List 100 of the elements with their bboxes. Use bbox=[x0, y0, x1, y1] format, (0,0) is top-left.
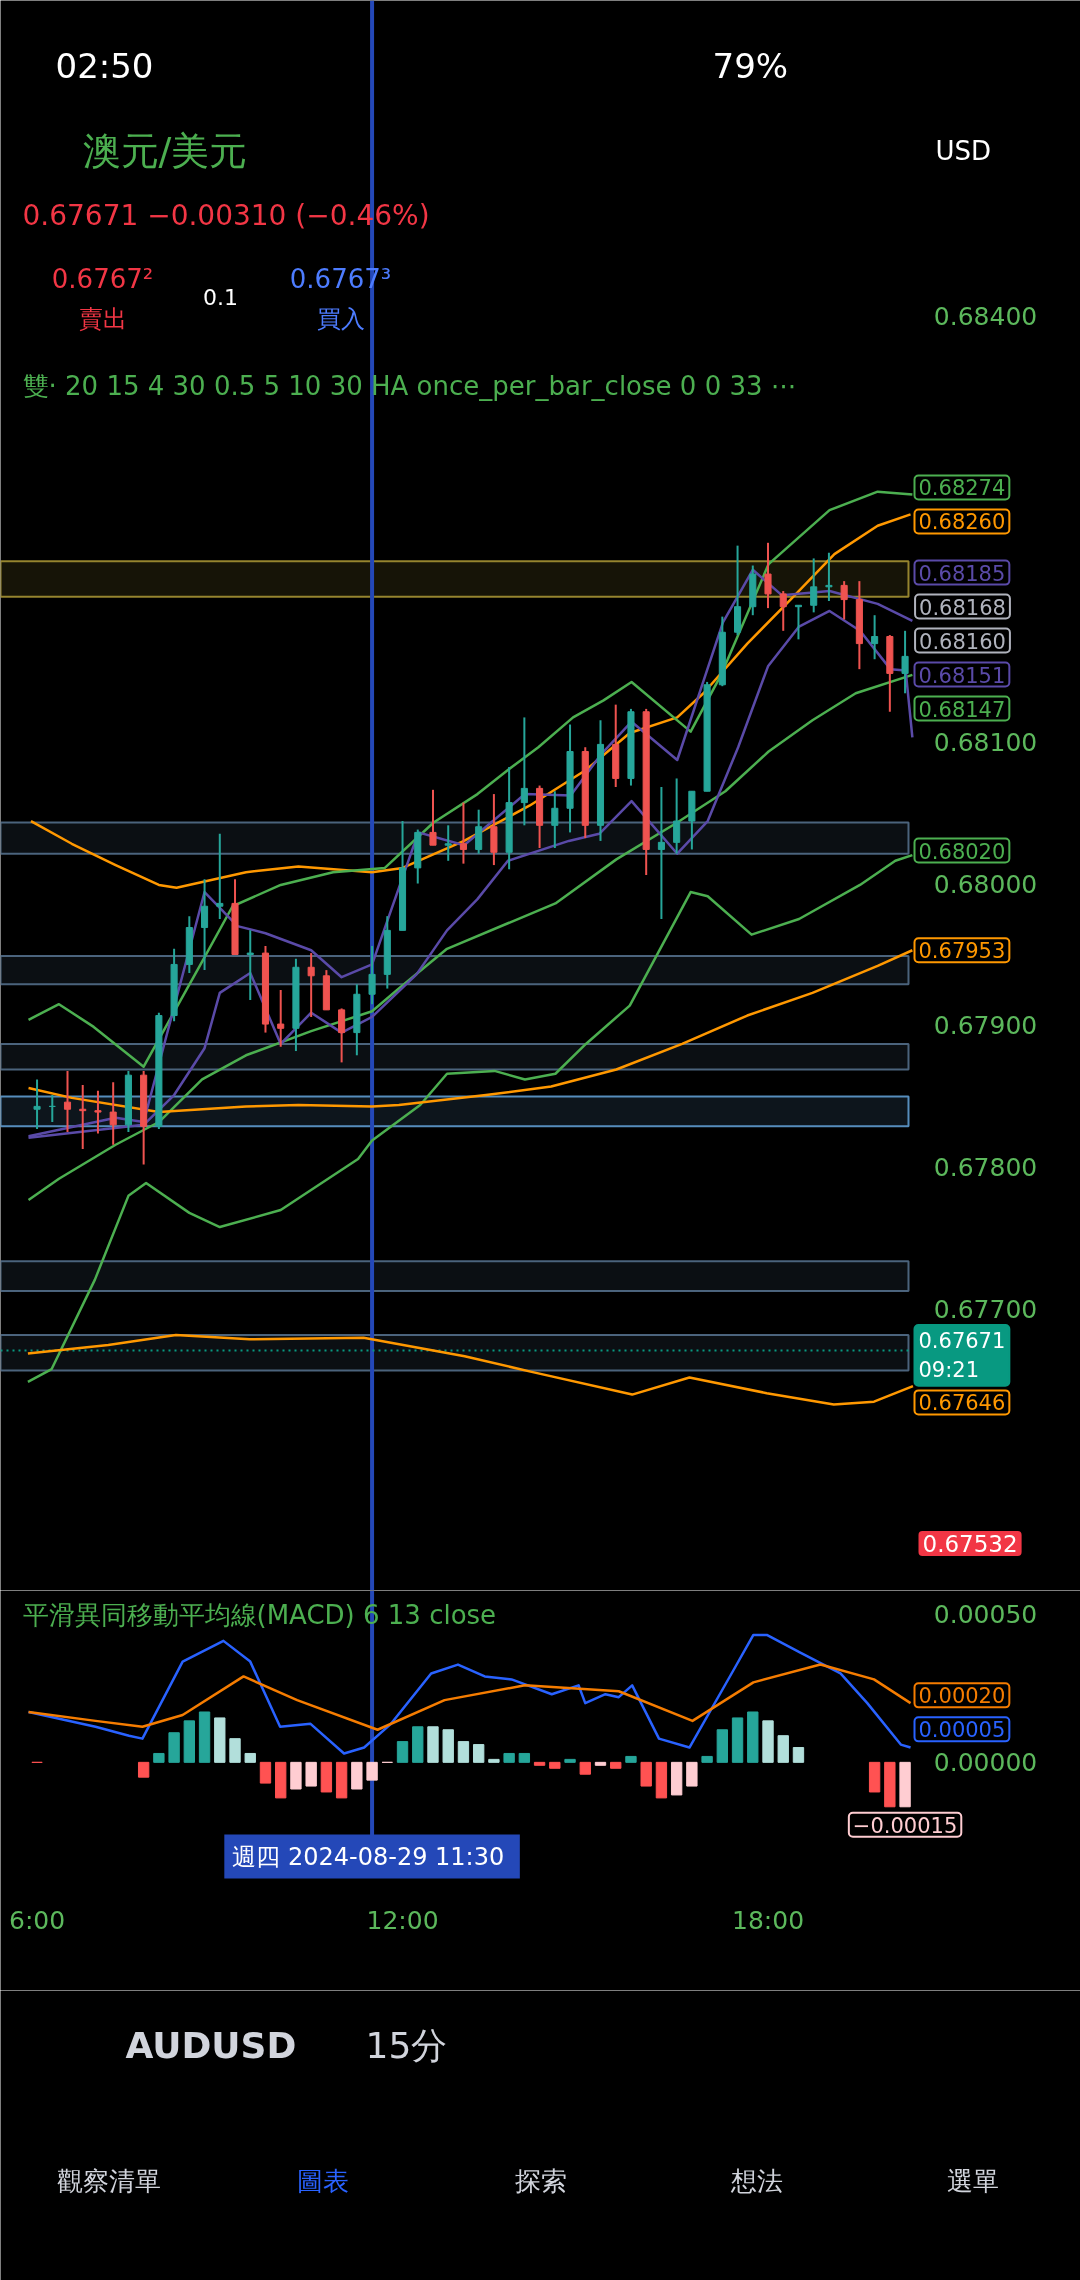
annotation: 賣出 bbox=[78, 304, 127, 333]
candlestick bbox=[475, 808, 483, 855]
bar bbox=[229, 1738, 241, 1763]
candlestick bbox=[201, 878, 209, 972]
bar bbox=[564, 1758, 576, 1763]
data-label: 0.68274 bbox=[918, 476, 1006, 501]
candlestick bbox=[840, 580, 848, 621]
candlestick bbox=[444, 824, 452, 862]
bar bbox=[762, 1720, 774, 1763]
y-tick-label: 0.00050 bbox=[933, 1600, 1038, 1630]
candlestick bbox=[901, 629, 909, 695]
bar bbox=[731, 1717, 744, 1763]
bar bbox=[747, 1711, 759, 1763]
candlestick bbox=[33, 1078, 41, 1131]
annotation: 0.68168 bbox=[919, 595, 1006, 620]
data-label: 0.00020 bbox=[918, 1684, 1006, 1709]
data-label: 0.68020 bbox=[918, 839, 1006, 864]
text: 澳元/美元 bbox=[82, 128, 248, 173]
text: 選單 bbox=[946, 2165, 999, 2196]
y-tick-label: 0.00000 bbox=[933, 1748, 1038, 1778]
y-tick-label: 0.68400 bbox=[933, 301, 1038, 331]
bar bbox=[442, 1729, 454, 1763]
x-tick-label: 12:00 bbox=[366, 1906, 439, 1935]
bar bbox=[259, 1761, 272, 1784]
bar bbox=[488, 1758, 500, 1763]
data-label: 0.68147 bbox=[918, 697, 1006, 722]
x-tick-label: 6:00 bbox=[8, 1906, 66, 1935]
candlestick bbox=[657, 785, 665, 921]
bar bbox=[427, 1726, 439, 1763]
text: 圖表 bbox=[296, 2165, 349, 2196]
annotation: 0.67532 bbox=[922, 1531, 1018, 1557]
text: 觀察清單 bbox=[56, 2165, 161, 2196]
bar bbox=[518, 1752, 531, 1763]
annotation: 0.6767² bbox=[51, 263, 154, 294]
data-label: 0.68151 bbox=[918, 663, 1006, 688]
bar bbox=[335, 1761, 348, 1799]
bar bbox=[366, 1761, 378, 1781]
text: AUDUSD bbox=[125, 2025, 297, 2066]
bar bbox=[594, 1761, 607, 1766]
candlestick bbox=[429, 788, 437, 847]
bar bbox=[214, 1717, 226, 1763]
candlestick bbox=[338, 1007, 346, 1064]
bar bbox=[351, 1761, 363, 1790]
line-series bbox=[27, 1663, 912, 1732]
candlestick bbox=[216, 832, 224, 921]
bar bbox=[625, 1755, 637, 1763]
bar bbox=[899, 1761, 911, 1808]
y-tick-label: 0.67900 bbox=[933, 1011, 1038, 1041]
bar bbox=[792, 1747, 805, 1763]
bar bbox=[640, 1761, 652, 1787]
bar bbox=[305, 1761, 317, 1787]
data-label: 0.00005 bbox=[918, 1718, 1006, 1743]
bar bbox=[610, 1761, 622, 1769]
bar bbox=[579, 1761, 591, 1775]
bar bbox=[457, 1741, 470, 1763]
candlestick bbox=[109, 1081, 117, 1146]
bar bbox=[137, 1761, 150, 1778]
bar bbox=[244, 1752, 256, 1763]
bar bbox=[153, 1752, 165, 1763]
candlestick bbox=[368, 944, 376, 1006]
y-tick-label: 0.67700 bbox=[933, 1295, 1038, 1325]
candlestick bbox=[246, 929, 254, 1001]
candlestick bbox=[94, 1089, 102, 1135]
bar bbox=[503, 1752, 515, 1763]
data-label: 0.68185 bbox=[918, 561, 1006, 586]
annotation: 79% bbox=[712, 45, 789, 86]
bar bbox=[868, 1761, 881, 1793]
text: 15分 bbox=[365, 2025, 448, 2066]
candlestick bbox=[673, 777, 681, 855]
bar bbox=[686, 1761, 698, 1787]
bar bbox=[655, 1761, 668, 1799]
bar bbox=[884, 1761, 896, 1808]
bar bbox=[290, 1761, 302, 1790]
y-tick-label: 0.68000 bbox=[933, 869, 1038, 899]
candlestick bbox=[63, 1069, 72, 1133]
data-label: 0.67646 bbox=[918, 1391, 1006, 1416]
text: 想法 bbox=[729, 2165, 783, 2196]
y-tick-label: 0.67800 bbox=[933, 1153, 1038, 1183]
candlestick bbox=[551, 790, 559, 850]
bar bbox=[183, 1720, 196, 1763]
data-label: −0.00015 bbox=[852, 1813, 958, 1838]
annotation: USD bbox=[935, 135, 992, 166]
line-series bbox=[27, 673, 914, 1202]
annotation: 買入 bbox=[316, 304, 365, 333]
candlestick bbox=[520, 716, 528, 827]
bar bbox=[320, 1761, 333, 1793]
line-series bbox=[26, 1333, 915, 1406]
annotation: 0.68160 bbox=[919, 629, 1006, 654]
data-label: 0.68260 bbox=[918, 510, 1006, 535]
bar bbox=[533, 1761, 546, 1766]
bar bbox=[275, 1761, 287, 1799]
bar bbox=[701, 1755, 713, 1763]
candlestick bbox=[810, 557, 818, 614]
bar bbox=[396, 1741, 409, 1763]
data-label: 0.67953 bbox=[918, 939, 1006, 964]
line-series bbox=[26, 853, 914, 1384]
candlestick bbox=[277, 988, 285, 1048]
bar bbox=[670, 1761, 683, 1796]
candlestick bbox=[779, 590, 787, 632]
annotation: 0.1 bbox=[203, 284, 239, 310]
